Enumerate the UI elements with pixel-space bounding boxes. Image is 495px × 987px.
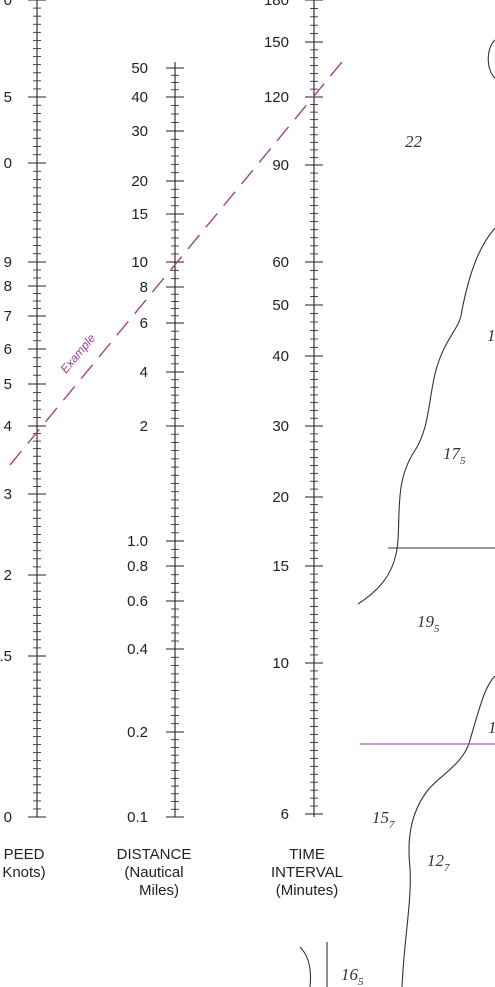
distance-tick-label: 10 xyxy=(131,254,148,271)
time-tick-label: 180 xyxy=(264,0,289,9)
sounding-15-7: 157 xyxy=(372,808,395,831)
distance-tick-label: 0.4 xyxy=(127,641,148,658)
distance-tick-label: 50 xyxy=(131,60,148,77)
time-caption-line-3: (Minutes) xyxy=(275,882,339,899)
sounding-17-5: 175 xyxy=(443,444,466,467)
speed-tick-label: 0 xyxy=(4,155,12,172)
time-tick-label: 20 xyxy=(272,489,289,506)
distance-tick-label: 8 xyxy=(140,279,148,296)
time-tick-label: 40 xyxy=(272,348,289,365)
distance-caption-line-2: (Nautical xyxy=(124,864,184,881)
contour-line-lower xyxy=(401,675,495,987)
time-tick-label: 50 xyxy=(272,297,289,314)
distance-tick-label: 2 xyxy=(140,418,148,435)
time-tick-label: 150 xyxy=(264,34,289,51)
speed-tick-label: 5 xyxy=(4,376,12,393)
sounding-22: 22 xyxy=(405,132,423,151)
time-caption-line-2: INTERVAL xyxy=(271,864,343,881)
speed-tick-label: 8 xyxy=(4,278,12,295)
speed-caption-line-2: Knots) xyxy=(2,864,46,881)
distance-tick-label: 0.2 xyxy=(127,724,148,741)
speed-tick-label: 3 xyxy=(4,486,12,503)
sounding-1-upper: 1 xyxy=(487,326,495,345)
contour-line-bottom xyxy=(299,946,312,987)
distance-tick-label: 0.6 xyxy=(127,593,148,610)
speed-tick-label: .5 xyxy=(0,648,12,665)
distance-tick-label: 20 xyxy=(131,173,148,190)
distance-tick-label: 0.8 xyxy=(127,558,148,575)
distance-caption: DISTANCE (Nautical Miles) xyxy=(104,846,204,900)
example-label: Example xyxy=(58,331,99,376)
sounding-1-lower: 1 xyxy=(488,718,495,737)
time-tick-label: 30 xyxy=(272,418,289,435)
speed-tick-label: 0 xyxy=(4,0,12,9)
speed-tick-label: 7 xyxy=(4,308,12,325)
distance-tick-label: 40 xyxy=(131,89,148,106)
distance-tick-label: 4 xyxy=(140,364,148,381)
speed-caption: PEED Knots) xyxy=(0,846,68,882)
time-caption: TIME INTERVAL (Minutes) xyxy=(257,846,357,900)
distance-tick-label: 1.0 xyxy=(127,533,148,550)
distance-tick-label: 6 xyxy=(140,315,148,332)
speed-tick-label: 2 xyxy=(4,567,12,584)
time-tick-label: 6 xyxy=(281,806,289,823)
time-tick-label: 10 xyxy=(272,655,289,672)
distance-tick-label: 0.1 xyxy=(127,809,148,826)
time-tick-label: 60 xyxy=(272,254,289,271)
distance-tick-label: 15 xyxy=(131,206,148,223)
speed-tick-label: 4 xyxy=(4,418,12,435)
time-caption-line-1: TIME xyxy=(289,846,325,863)
sounding-16-5: 165 xyxy=(341,965,364,987)
time-tick-label: 90 xyxy=(272,157,289,174)
sounding-19-5: 195 xyxy=(417,612,440,635)
distance-tick-label: 30 xyxy=(131,123,148,140)
example-line xyxy=(9,61,343,466)
distance-caption-line-3: Miles) xyxy=(139,882,179,899)
time-tick-label: 15 xyxy=(272,558,289,575)
sounding-12-7: 127 xyxy=(427,851,450,874)
distance-caption-line-1: DISTANCE xyxy=(116,846,192,863)
speed-tick-label: 6 xyxy=(4,341,12,358)
contour-line-upper xyxy=(357,227,495,605)
speed-tick-label: 0 xyxy=(4,809,12,826)
speed-tick-label: 5 xyxy=(4,89,12,106)
speed-caption-line-1: PEED xyxy=(3,846,45,863)
time-tick-label: 120 xyxy=(264,89,289,106)
speed-tick-label: 9 xyxy=(4,254,12,271)
contour-line-top-right xyxy=(487,39,495,79)
